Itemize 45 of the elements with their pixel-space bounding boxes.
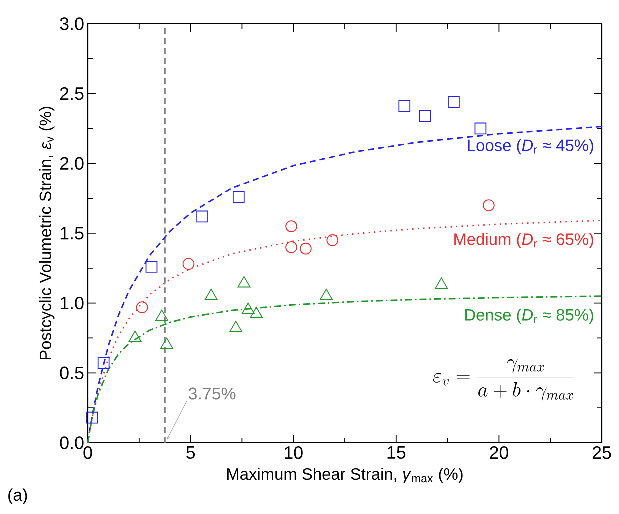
x-tick-label: 10	[284, 446, 303, 460]
point	[182, 258, 195, 270]
y-axis-title: Postcyclic Volumetric Strain, ε$_{v}$ (%)	[39, 107, 55, 360]
y-tick-label: 3.0	[60, 18, 84, 30]
point	[160, 338, 174, 350]
annotation: $\varepsilon_{v}=\frac{\gamma_{max}}{a+b\cdot\gamma_{max}}$	[433, 359, 575, 402]
y-tick-label: 1.5	[60, 227, 84, 240]
point	[242, 302, 255, 314]
x-tick-label: 25	[592, 446, 612, 460]
series-label: Dense (D$_{r}$ ≈ 85%)	[466, 308, 594, 324]
point	[286, 242, 298, 254]
point	[448, 96, 460, 108]
x-tick-label: 20	[490, 446, 508, 460]
point	[230, 321, 243, 332]
point	[474, 122, 487, 135]
point	[320, 288, 333, 300]
series-label: Loose (D$_{r}$ ≈ 45%)	[468, 139, 594, 155]
x-tick-label: 0	[84, 446, 92, 460]
text: (a)	[8, 488, 28, 504]
point	[146, 261, 158, 273]
point	[300, 242, 312, 255]
point	[398, 100, 411, 112]
y-tick-label: 0.5	[60, 366, 84, 380]
point	[232, 191, 245, 204]
point	[286, 220, 298, 232]
point	[204, 288, 218, 300]
y-tick-label: 2.0	[60, 157, 84, 170]
y-tick-label: 1.0	[60, 296, 84, 310]
point	[156, 310, 169, 322]
y-tick-label: 0.0	[60, 436, 84, 450]
point	[238, 276, 251, 288]
x-tick-label: 15	[388, 446, 406, 460]
point	[136, 302, 148, 314]
point	[419, 110, 432, 122]
point	[435, 278, 448, 290]
point	[196, 210, 208, 223]
x-tick-label: 5	[186, 446, 196, 460]
point	[250, 307, 264, 318]
series-label: Medium (D$_{r}$ ≈ 65%)	[454, 233, 594, 248]
x-axis-title: Maximum Shear Strain, γ$_{max}$ (%)	[228, 468, 463, 484]
point	[128, 330, 142, 342]
point	[483, 200, 495, 212]
y-tick-label: 2.5	[60, 87, 84, 100]
point	[326, 234, 339, 246]
ref-line-label: 3.75%	[188, 388, 236, 400]
